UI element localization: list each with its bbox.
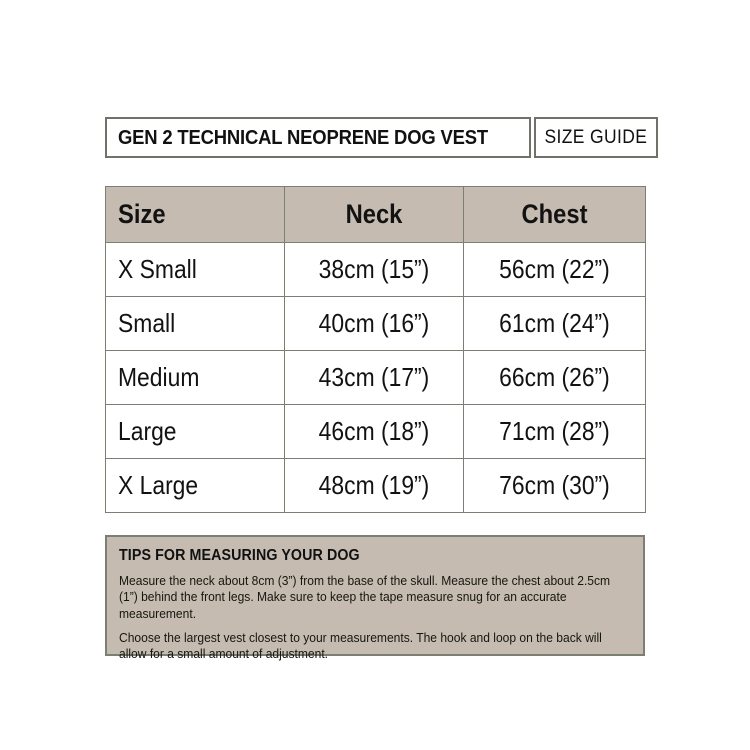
column-header-neck-label: Neck [345, 199, 403, 229]
cell-chest: 66cm (26”) [463, 350, 646, 405]
tips-paragraph: Measure the neck about 8cm (3”) from the… [119, 574, 611, 621]
table-row: Small 40cm (16”) 61cm (24”) [105, 296, 646, 351]
column-header-chest: Chest [463, 186, 646, 243]
cell-size: Small [105, 296, 285, 351]
cell-chest-value: 61cm (24”) [499, 308, 610, 338]
cell-size: Large [105, 404, 285, 459]
cell-neck: 48cm (19”) [284, 458, 464, 513]
cell-chest: 76cm (30”) [463, 458, 646, 513]
header-bar: GEN 2 TECHNICAL NEOPRENE DOG VEST SIZE G… [105, 117, 659, 158]
table-row: Large 46cm (18”) 71cm (28”) [105, 404, 646, 459]
tips-title: TIPS FOR MEASURING YOUR DOG [119, 547, 360, 564]
cell-size: X Small [105, 242, 285, 297]
cell-neck-value: 38cm (15”) [318, 254, 430, 284]
table-row: X Small 38cm (15”) 56cm (22”) [105, 242, 646, 297]
tips-panel: TIPS FOR MEASURING YOUR DOG Measure the … [105, 535, 645, 661]
cell-neck-value: 46cm (18”) [318, 416, 430, 446]
size-guide-badge: SIZE GUIDE [534, 117, 659, 158]
column-header-neck: Neck [284, 186, 464, 243]
cell-size-value: Large [118, 416, 177, 446]
cell-size-value: Medium [118, 362, 200, 392]
cell-size: X Large [105, 458, 285, 513]
cell-neck-value: 40cm (16”) [318, 308, 430, 338]
cell-neck: 46cm (18”) [284, 404, 464, 459]
table-body: X Small 38cm (15”) 56cm (22”) Small 40cm… [105, 242, 646, 513]
table-header: Size Neck Chest [105, 186, 646, 243]
column-header-size: Size [105, 186, 285, 243]
size-chart-table: Size Neck Chest X Small 38cm (15”) 5 [105, 186, 646, 513]
cell-neck: 40cm (16”) [284, 296, 464, 351]
cell-neck-value: 48cm (19”) [318, 470, 430, 500]
cell-chest: 61cm (24”) [463, 296, 646, 351]
cell-chest: 56cm (22”) [463, 242, 646, 297]
size-guide-label: SIZE GUIDE [544, 126, 648, 148]
cell-size: Medium [105, 350, 285, 405]
cell-size-value: X Small [118, 254, 197, 284]
column-header-chest-label: Chest [521, 199, 588, 229]
table-row: Medium 43cm (17”) 66cm (26”) [105, 350, 646, 405]
cell-chest-value: 71cm (28”) [499, 416, 610, 446]
tips-paragraph: Choose the largest vest closest to your … [119, 630, 602, 661]
table-header-row: Size Neck Chest [105, 186, 646, 243]
cell-chest: 71cm (28”) [463, 404, 646, 459]
cell-neck: 43cm (17”) [284, 350, 464, 405]
cell-neck: 38cm (15”) [284, 242, 464, 297]
cell-size-value: Small [118, 308, 176, 338]
cell-chest-value: 76cm (30”) [499, 470, 610, 500]
product-title-box: GEN 2 TECHNICAL NEOPRENE DOG VEST [105, 117, 532, 158]
cell-neck-value: 43cm (17”) [318, 362, 430, 392]
page-title: GEN 2 TECHNICAL NEOPRENE DOG VEST [118, 125, 488, 149]
column-header-size-label: Size [118, 199, 166, 229]
cell-chest-value: 56cm (22”) [499, 254, 610, 284]
table-row: X Large 48cm (19”) 76cm (30”) [105, 458, 646, 513]
cell-chest-value: 66cm (26”) [499, 362, 610, 392]
cell-size-value: X Large [118, 470, 199, 500]
